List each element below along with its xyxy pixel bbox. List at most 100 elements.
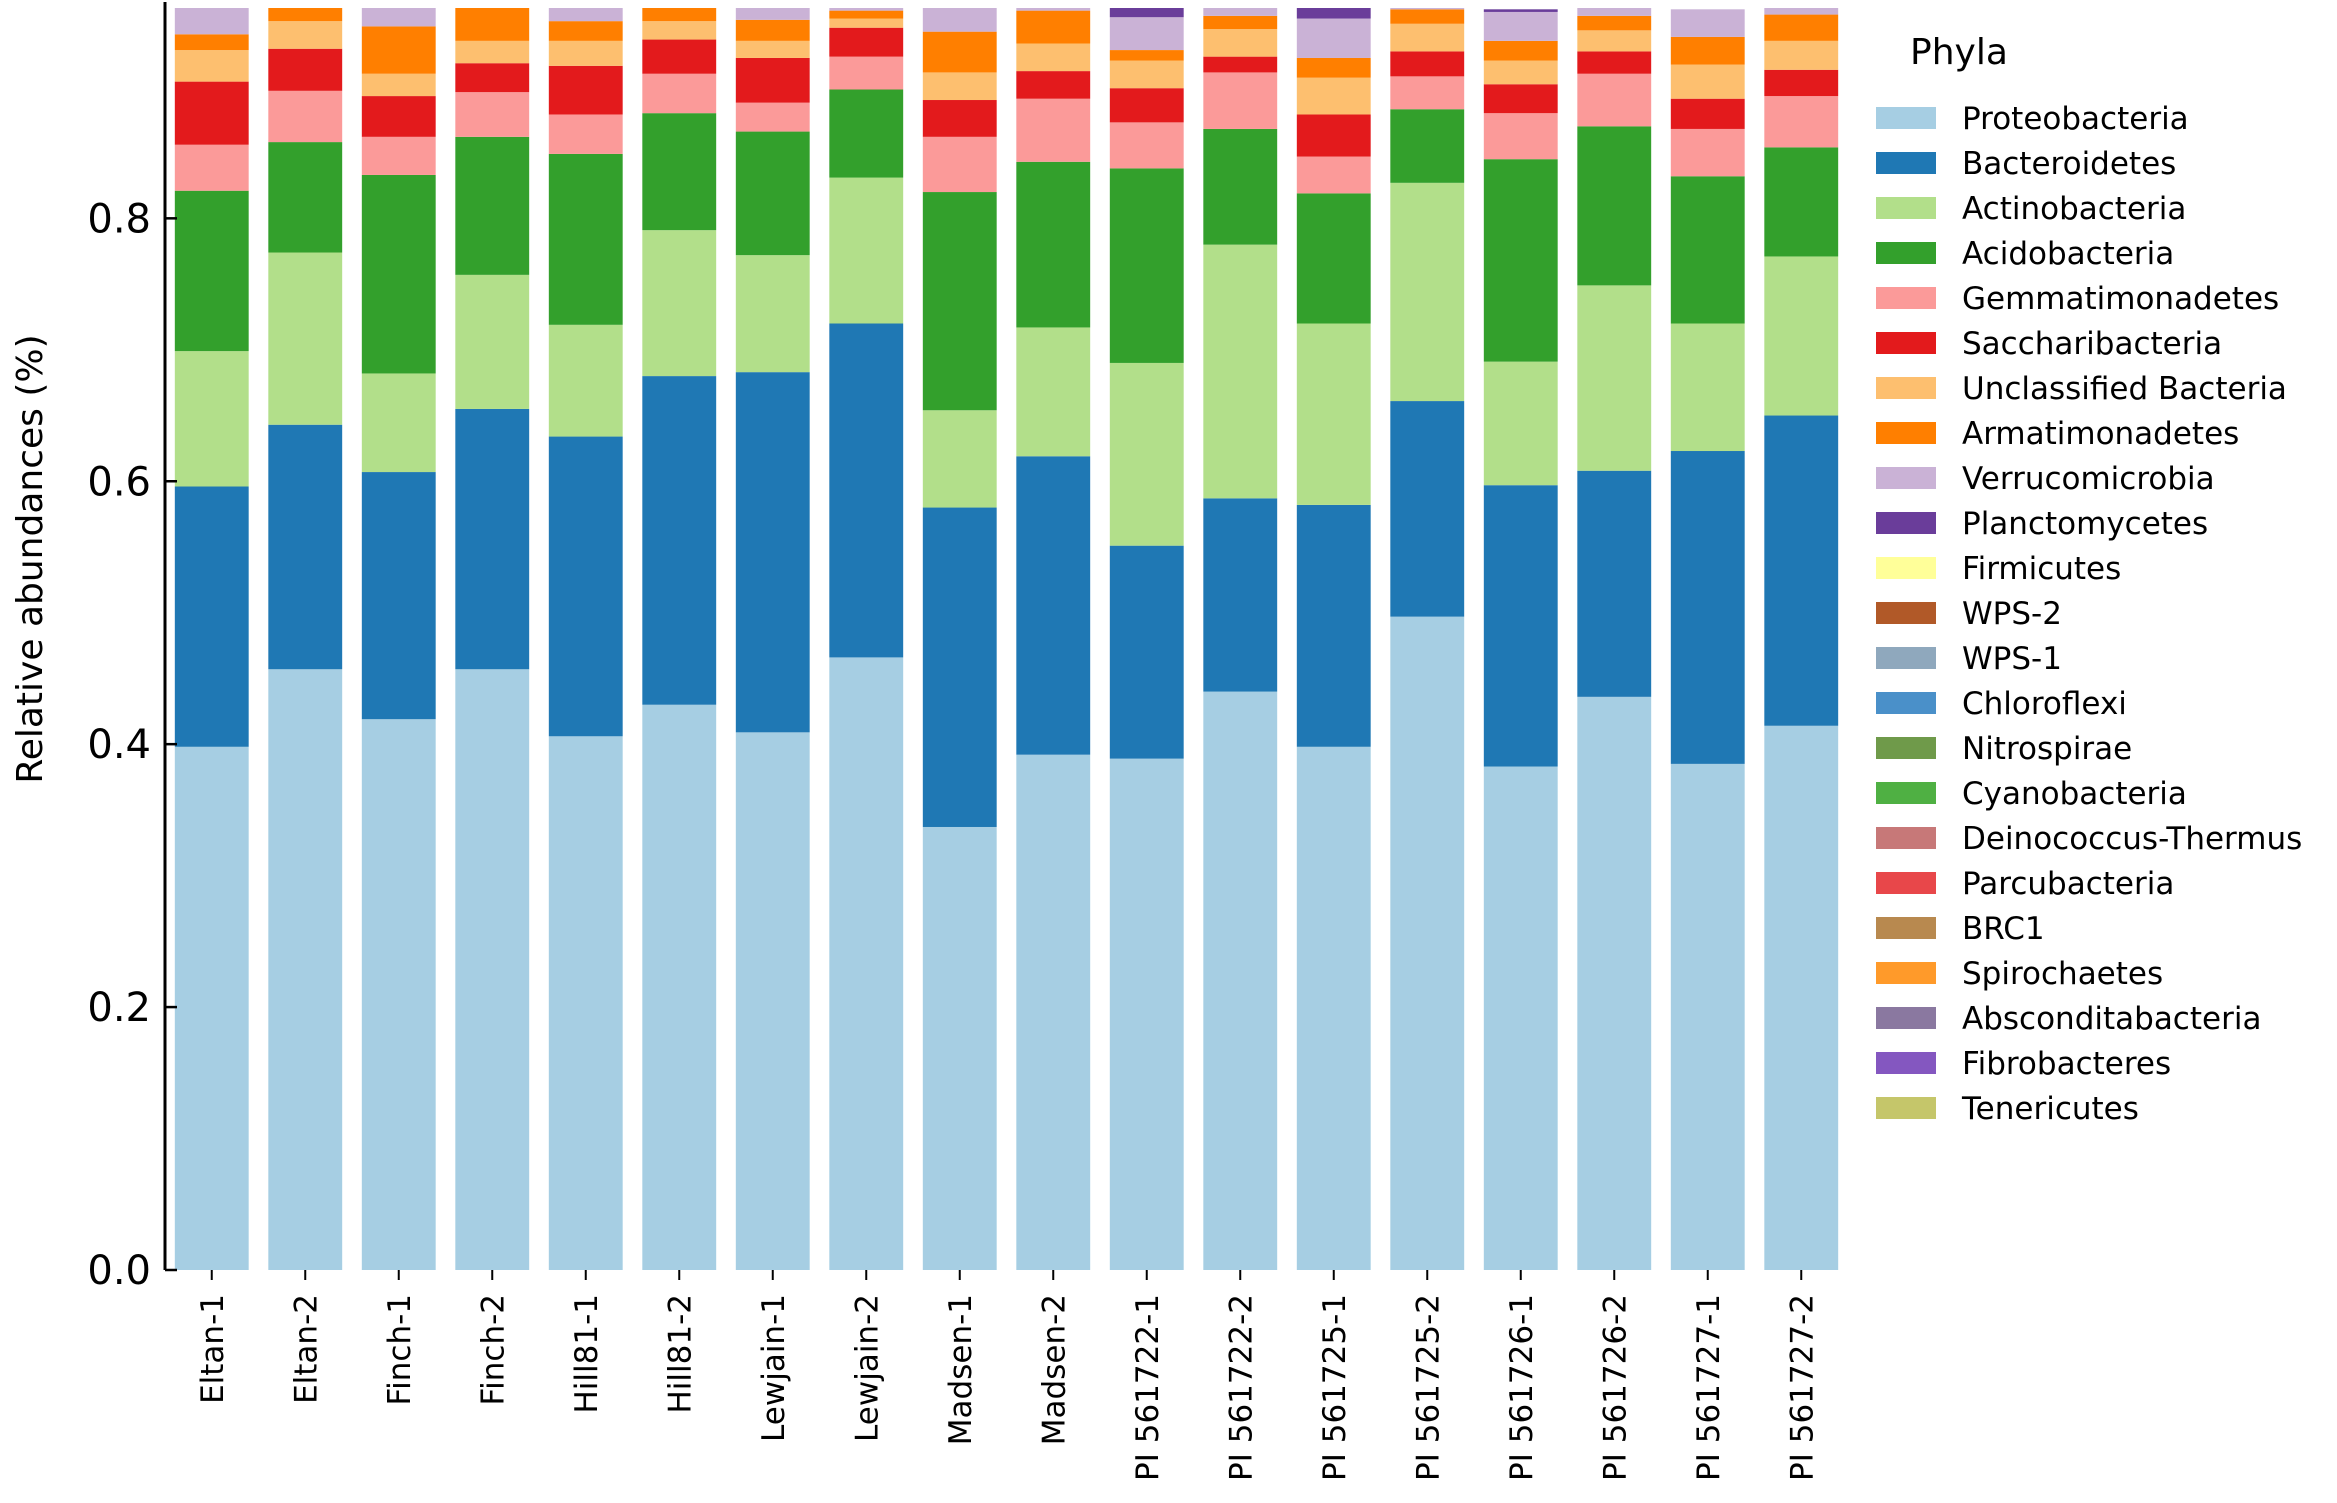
x-tick-label: PI 561726-1 bbox=[1504, 1294, 1540, 1481]
legend-label-tenericutes: Tenericutes bbox=[1961, 1091, 2139, 1127]
bar-segment-madsen-1-saccharibacteria bbox=[922, 100, 997, 137]
bar-segment-pi-561726-1-actinobacteria bbox=[1483, 361, 1558, 486]
bar-segment-madsen-1-acidobacteria bbox=[922, 192, 997, 411]
bar-segment-finch-1-bacteroidetes bbox=[361, 472, 436, 720]
legend-swatch-saccharibacteria bbox=[1876, 332, 1936, 354]
bar-segment-pi-561725-1-actinobacteria bbox=[1296, 323, 1371, 505]
bar-segment-pi-561722-2-proteobacteria bbox=[1203, 691, 1278, 1270]
bar-segment-finch-1-actinobacteria bbox=[361, 373, 436, 473]
legend-swatch-brc1 bbox=[1876, 917, 1936, 939]
bar-segment-pi-561727-1-verrucomicrobia bbox=[1670, 9, 1745, 37]
bar-segment-pi-561725-2-saccharibacteria bbox=[1390, 51, 1465, 77]
bar-segment-madsen-2-saccharibacteria bbox=[1016, 71, 1091, 99]
legend-label-wps-2: WPS-2 bbox=[1962, 596, 2062, 632]
legend-label-nitrospirae: Nitrospirae bbox=[1962, 731, 2132, 767]
legend-swatch-deinococcus-thermus bbox=[1876, 827, 1936, 849]
legend-swatch-armatimonadetes bbox=[1876, 422, 1936, 444]
bar-segment-pi-561725-1-acidobacteria bbox=[1296, 193, 1371, 324]
bar-segment-hill81-1-saccharibacteria bbox=[548, 65, 623, 115]
bar-segment-pi-561725-2-acidobacteria bbox=[1390, 109, 1465, 183]
legend-swatch-nitrospirae bbox=[1876, 737, 1936, 759]
bar-segment-pi-561725-2-proteobacteria bbox=[1390, 616, 1465, 1270]
bar-segment-madsen-1-armatimonadetes bbox=[922, 31, 997, 73]
bar-segment-lewjain-2-actinobacteria bbox=[829, 177, 904, 324]
y-tick-label: 0.6 bbox=[87, 459, 151, 505]
bar-segment-eltan-1-gemmatimonadetes bbox=[174, 144, 249, 191]
bar-segment-pi-561722-2-acidobacteria bbox=[1203, 128, 1278, 245]
bars-layer bbox=[174, 8, 1839, 1270]
bar-segment-pi-561725-1-proteobacteria bbox=[1296, 746, 1371, 1270]
y-tick-label: 0.0 bbox=[87, 1248, 151, 1294]
bar-segment-lewjain-1-actinobacteria bbox=[735, 255, 810, 373]
legend-swatch-tenericutes bbox=[1876, 1097, 1936, 1119]
bar-segment-pi-561722-2-saccharibacteria bbox=[1203, 56, 1278, 73]
legend-label-verrucomicrobia: Verrucomicrobia bbox=[1962, 461, 2215, 497]
legend-swatch-wps-1 bbox=[1876, 647, 1936, 669]
bar-segment-pi-561727-2-bacteroidetes bbox=[1764, 415, 1839, 726]
legend-swatch-cyanobacteria bbox=[1876, 782, 1936, 804]
bar-segment-hill81-1-gemmatimonadetes bbox=[548, 114, 623, 154]
bar-segment-pi-561727-2-proteobacteria bbox=[1764, 725, 1839, 1270]
legend-label-unclassified-bacteria: Unclassified Bacteria bbox=[1962, 371, 2287, 407]
bar-segment-eltan-2-armatimonadetes bbox=[268, 8, 343, 22]
x-tick-label: Madsen-1 bbox=[943, 1294, 979, 1445]
x-tick-label: Eltan-2 bbox=[288, 1294, 324, 1404]
bar-segment-pi-561726-2-acidobacteria bbox=[1577, 126, 1652, 286]
bar-segment-hill81-2-bacteroidetes bbox=[642, 376, 717, 705]
bar-segment-pi-561722-1-armatimonadetes bbox=[1109, 50, 1184, 61]
bar-segment-pi-561726-2-actinobacteria bbox=[1577, 285, 1652, 471]
bar-segment-lewjain-1-proteobacteria bbox=[735, 732, 810, 1270]
bar-segment-lewjain-2-bacteroidetes bbox=[829, 323, 904, 658]
legend-label-planctomycetes: Planctomycetes bbox=[1962, 506, 2208, 542]
x-tick-label: PI 561722-1 bbox=[1130, 1294, 1166, 1481]
legend-label-deinococcus-thermus: Deinococcus-Thermus bbox=[1962, 821, 2302, 857]
bar-segment-hill81-1-bacteroidetes bbox=[548, 436, 623, 737]
legend-swatch-fibrobacteres bbox=[1876, 1052, 1936, 1074]
bar-segment-pi-561727-2-gemmatimonadetes bbox=[1764, 96, 1839, 148]
bar-segment-finch-2-bacteroidetes bbox=[455, 408, 530, 670]
bar-segment-lewjain-2-unclassified-bacteria bbox=[829, 18, 904, 28]
bar-segment-pi-561726-1-saccharibacteria bbox=[1483, 84, 1558, 114]
legend-label-proteobacteria: Proteobacteria bbox=[1962, 101, 2189, 137]
bar-segment-pi-561722-2-armatimonadetes bbox=[1203, 15, 1278, 30]
legend-label-cyanobacteria: Cyanobacteria bbox=[1962, 776, 2187, 812]
bar-segment-hill81-1-proteobacteria bbox=[548, 736, 623, 1270]
bar-segment-finch-1-armatimonadetes bbox=[361, 26, 436, 74]
bar-segment-pi-561727-2-verrucomicrobia bbox=[1764, 8, 1839, 15]
bar-segment-pi-561726-1-acidobacteria bbox=[1483, 159, 1558, 362]
legend-swatch-wps-2 bbox=[1876, 602, 1936, 624]
bar-segment-pi-561727-2-actinobacteria bbox=[1764, 256, 1839, 416]
bar-segment-pi-561722-2-actinobacteria bbox=[1203, 244, 1278, 499]
legend-swatch-parcubacteria bbox=[1876, 872, 1936, 894]
bar-segment-eltan-2-acidobacteria bbox=[268, 142, 343, 253]
legend-title: Phyla bbox=[1910, 32, 2008, 73]
bar-segment-hill81-1-actinobacteria bbox=[548, 324, 623, 437]
bar-segment-pi-561726-2-proteobacteria bbox=[1577, 696, 1652, 1270]
bar-segment-finch-1-unclassified-bacteria bbox=[361, 73, 436, 97]
bar-segment-pi-561725-2-gemmatimonadetes bbox=[1390, 76, 1465, 110]
x-tick-label: Finch-2 bbox=[475, 1294, 511, 1405]
bar-segment-pi-561727-1-bacteroidetes bbox=[1670, 451, 1745, 764]
bar-segment-hill81-2-armatimonadetes bbox=[642, 8, 717, 22]
bar-segment-lewjain-2-armatimonadetes bbox=[829, 10, 904, 19]
bar-segment-pi-561725-2-actinobacteria bbox=[1390, 182, 1465, 402]
bar-segment-hill81-2-gemmatimonadetes bbox=[642, 73, 717, 114]
x-tick-label: Lewjain-2 bbox=[849, 1294, 885, 1442]
x-tick-label: PI 561727-2 bbox=[1784, 1294, 1820, 1481]
bar-segment-pi-561726-2-saccharibacteria bbox=[1577, 51, 1652, 74]
bar-segment-pi-561727-2-acidobacteria bbox=[1764, 147, 1839, 257]
bar-segment-madsen-1-unclassified-bacteria bbox=[922, 72, 997, 101]
bar-segment-hill81-2-unclassified-bacteria bbox=[642, 21, 717, 40]
legend-swatch-chloroflexi bbox=[1876, 692, 1936, 714]
bar-segment-pi-561726-1-verrucomicrobia bbox=[1483, 11, 1558, 41]
legend-label-saccharibacteria: Saccharibacteria bbox=[1962, 326, 2222, 362]
legend-swatch-unclassified-bacteria bbox=[1876, 377, 1936, 399]
bar-segment-finch-2-saccharibacteria bbox=[455, 63, 530, 93]
x-tick-label: PI 561725-2 bbox=[1410, 1294, 1446, 1481]
bar-segment-hill81-1-acidobacteria bbox=[548, 153, 623, 325]
x-tick-label: Madsen-2 bbox=[1036, 1294, 1072, 1445]
bar-segment-pi-561726-1-planctomycetes bbox=[1483, 9, 1558, 12]
bar-segment-madsen-1-gemmatimonadetes bbox=[922, 136, 997, 193]
bar-segment-lewjain-1-unclassified-bacteria bbox=[735, 40, 810, 58]
x-tick-label: Hill81-2 bbox=[662, 1294, 698, 1414]
